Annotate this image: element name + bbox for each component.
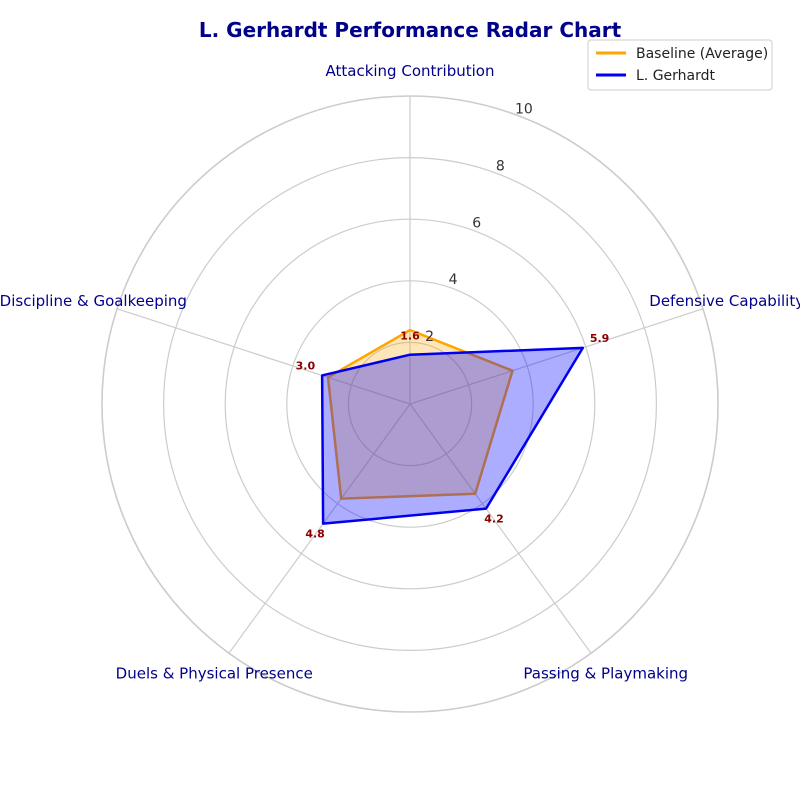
radial-tick-label: 6 [472, 215, 481, 231]
value-label: 5.9 [590, 332, 610, 345]
legend: Baseline (Average) L. Gerhardt [587, 39, 773, 91]
chart-title: L. Gerhardt Performance Radar Chart [199, 18, 622, 42]
radial-tick-label: 2 [425, 329, 434, 345]
value-label: 4.2 [484, 513, 504, 526]
value-label: 1.6 [400, 330, 420, 343]
value-label: 3.0 [296, 359, 316, 372]
polar-grid [101, 95, 719, 713]
series-area-1 [320, 346, 585, 525]
legend-box [587, 39, 773, 91]
category-label: Discipline & Goalkeeping [0, 292, 187, 310]
category-label: Passing & Playmaking [523, 664, 688, 682]
value-label: 4.8 [305, 528, 325, 541]
spoke-line [116, 308, 411, 405]
radial-tick-label: 10 [515, 101, 533, 117]
category-label: Attacking Contribution [326, 62, 495, 80]
legend-label-player: L. Gerhardt [636, 68, 716, 84]
spoke-line [228, 403, 411, 654]
legend-label-baseline: Baseline (Average) [636, 46, 768, 62]
category-label: Defensive Capability [649, 292, 800, 310]
series-area-0 [326, 328, 514, 500]
radial-tick-label: 4 [449, 272, 458, 288]
spoke-line [409, 308, 704, 405]
spoke-line [409, 403, 592, 654]
labels-layer: 2 4 6 8 10 Attacking Contribution Defensive Ca… [0, 62, 800, 682]
radial-tick-label: 8 [496, 158, 505, 174]
series-layer [320, 328, 585, 525]
category-label: Duels & Physical Presence [116, 664, 313, 682]
